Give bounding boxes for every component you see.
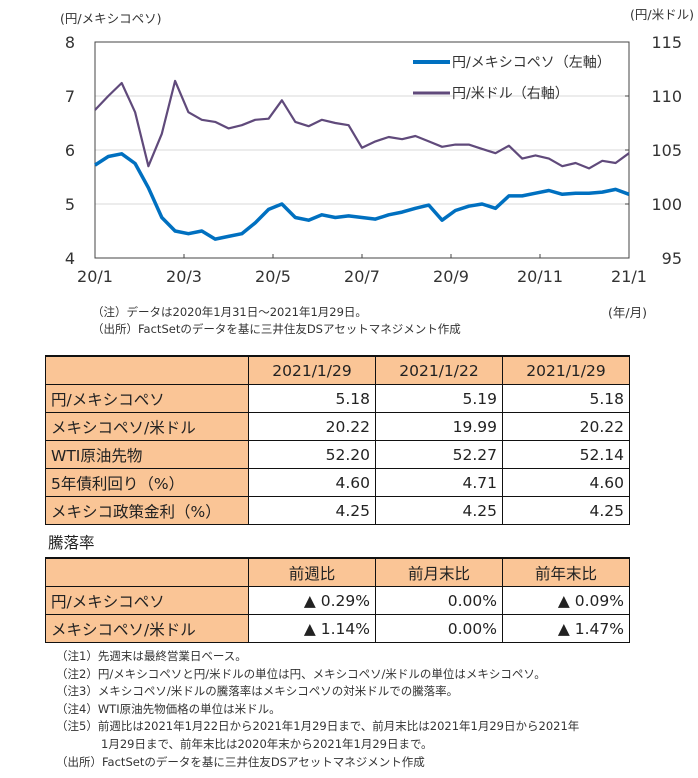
cell: 52.27 <box>375 440 503 469</box>
table-row: 円/メキシコペソ ▲ 0.29% 0.00% ▲ 0.09% <box>45 586 630 615</box>
cell: 4.25 <box>375 496 503 525</box>
header-cell: 2021/1/29 <box>248 355 376 385</box>
header-cell: 前年末比 <box>502 557 630 587</box>
table-header-row: 前週比 前月末比 前年末比 <box>45 557 630 587</box>
cell: 20.22 <box>502 412 630 441</box>
row-label: WTI原油先物 <box>45 440 249 469</box>
legend: 円/メキシコペソ（左軸） 円/米ドル（右軸） <box>413 55 611 102</box>
x-tick-label: 21/1 <box>611 267 647 286</box>
footnote: （注3）メキシコペソ/米ドルの騰落率はメキシコペソの対米ドルでの騰落率。 <box>56 684 459 699</box>
row-label: 円/メキシコペソ <box>45 384 249 413</box>
cell: 0.00% <box>375 586 503 615</box>
market-data-table: 2021/1/29 2021/1/22 2021/1/29 円/メキシコペソ 5.… <box>45 355 630 525</box>
x-tick-label: 20/5 <box>255 267 291 286</box>
header-cell: 2021/1/29 <box>502 355 630 385</box>
row-label: メキシコペソ/米ドル <box>45 412 249 441</box>
left-tick-label: 5 <box>65 195 75 214</box>
left-tick-label: 6 <box>65 141 75 160</box>
x-tick-label: 20/3 <box>166 267 202 286</box>
cell: ▲ 0.29% <box>248 586 376 615</box>
x-tick-label: 20/1 <box>77 267 113 286</box>
right-tick-label: 95 <box>662 249 682 268</box>
header-cell <box>45 355 249 385</box>
left-tick-label: 7 <box>65 87 75 106</box>
table-row: メキシコペソ/米ドル 20.22 19.99 20.22 <box>45 412 630 441</box>
right-tick-label: 115 <box>651 33 682 52</box>
footnote: （出所）FactSetのデータを基に三井住友DSアセットマネジメント作成 <box>56 754 425 769</box>
table-row: 5年債利回り（%） 4.60 4.71 4.60 <box>45 468 630 497</box>
right-axis-label: (円/米ドル) <box>630 7 694 22</box>
row-label: メキシコペソ/米ドル <box>45 614 249 643</box>
table-row: メキシコ政策金利（%） 4.25 4.25 4.25 <box>45 496 630 525</box>
change-rate-table: 前週比 前月末比 前年末比 円/メキシコペソ ▲ 0.29% 0.00% ▲ 0.09… <box>45 557 630 643</box>
chart-source: （出所）FactSetのデータを基に三井住友DSアセットマネジメント作成 <box>92 322 461 336</box>
peso-series-line <box>94 152 630 241</box>
footnote: （注4）WTI原油先物価格の単位は米ドル。 <box>56 701 281 716</box>
table-row: 円/メキシコペソ 5.18 5.19 5.18 <box>45 384 630 413</box>
header-cell: 2021/1/22 <box>375 355 503 385</box>
legend-label-peso: 円/メキシコペソ（左軸） <box>452 55 611 71</box>
usd-series-line <box>94 79 630 170</box>
footnotes: （注1）先週末は最終営業日ベース。 （注2）円/メキシコペソと円/米ドルの単位は… <box>56 648 579 771</box>
right-tick-label: 110 <box>651 87 682 106</box>
row-label: メキシコ政策金利（%） <box>45 496 249 525</box>
cell: 4.60 <box>248 468 376 497</box>
cell: 0.00% <box>375 614 503 643</box>
right-tick-label: 100 <box>651 195 682 214</box>
table-row: WTI原油先物 52.20 52.27 52.14 <box>45 440 630 469</box>
left-tick-label: 8 <box>65 33 75 52</box>
x-tick-label: 20/11 <box>517 267 563 286</box>
cell: 4.25 <box>502 496 630 525</box>
row-label: 円/メキシコペソ <box>45 586 249 615</box>
x-tick-label: 20/9 <box>433 267 469 286</box>
footnote: （注2）円/メキシコペソと円/米ドルの単位は円、メキシコペソ/米ドルの単位はメキ… <box>56 666 546 681</box>
cell: 20.22 <box>248 412 376 441</box>
row-label: 5年債利回り（%） <box>45 468 249 497</box>
table-row: メキシコペソ/米ドル ▲ 1.14% 0.00% ▲ 1.47% <box>45 614 630 643</box>
header-cell: 前週比 <box>248 557 376 587</box>
cell: 52.14 <box>502 440 630 469</box>
cell: ▲ 1.14% <box>248 614 376 643</box>
cell: ▲ 0.09% <box>502 586 630 615</box>
change-rate-title: 騰落率 <box>48 534 95 552</box>
left-axis-label: (円/メキシコペソ) <box>60 11 161 26</box>
x-tick-label: 20/7 <box>344 267 380 286</box>
cell: 5.18 <box>502 384 630 413</box>
line-chart: (円/メキシコペソ) (円/米ドル) 4 5 6 7 8 95 100 105 110 115 20… <box>60 7 694 286</box>
footnote: （注1）先週末は最終営業日ベース。 <box>56 649 247 663</box>
cell: 19.99 <box>375 412 503 441</box>
right-tick-label: 105 <box>651 141 682 160</box>
header-cell <box>45 557 249 587</box>
chart-note-date: （注）データは2020年1月31日～2021年1月29日。 <box>92 305 367 319</box>
cell: 4.71 <box>375 468 503 497</box>
cell: 5.18 <box>248 384 376 413</box>
footnote: （注5）前週比は2021年1月22日から2021年1月29日まで、前月末比は20… <box>56 719 580 734</box>
table-header-row: 2021/1/29 2021/1/22 2021/1/29 <box>45 355 630 385</box>
cell: 4.25 <box>248 496 376 525</box>
footnote: 1月29日まで、前年末比は2020年末から2021年1月29日まで。 <box>101 736 433 751</box>
plot-frame <box>94 41 630 259</box>
legend-label-usd: 円/米ドル（右軸） <box>452 86 569 102</box>
left-tick-label: 4 <box>65 249 75 268</box>
x-unit-label: (年/月) <box>608 305 647 320</box>
cell: 5.19 <box>375 384 503 413</box>
cell: 52.20 <box>248 440 376 469</box>
cell: 4.60 <box>502 468 630 497</box>
header-cell: 前月末比 <box>375 557 503 587</box>
cell: ▲ 1.47% <box>502 614 630 643</box>
